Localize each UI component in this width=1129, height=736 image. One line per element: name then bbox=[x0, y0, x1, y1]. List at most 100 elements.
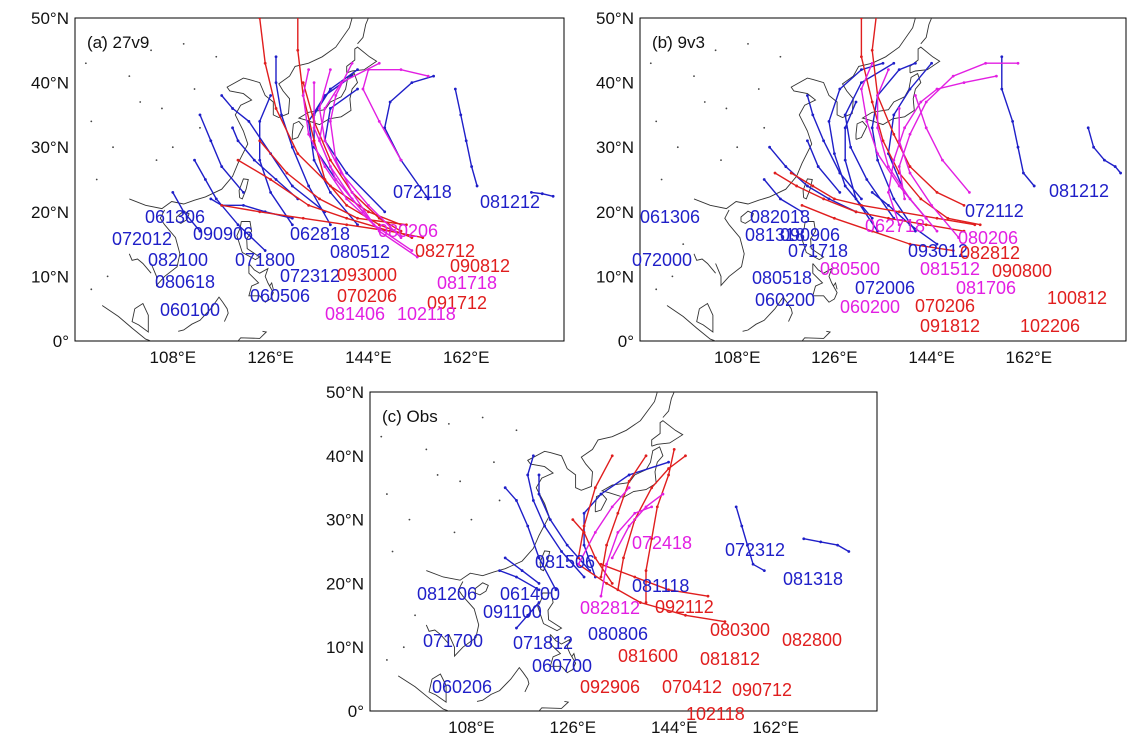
track-point bbox=[537, 601, 541, 604]
coast-dot bbox=[425, 448, 428, 451]
track-point bbox=[887, 216, 890, 220]
track-point bbox=[537, 492, 541, 496]
storm-label: 081212 bbox=[1049, 181, 1109, 201]
x-tick-label: 144°E bbox=[651, 718, 698, 736]
track-point bbox=[616, 530, 620, 534]
storm-label: 081512 bbox=[920, 259, 980, 279]
x-tick-label: 162°E bbox=[752, 718, 799, 736]
storm-label: 061306 bbox=[145, 207, 205, 227]
track-point bbox=[599, 492, 603, 496]
track-point bbox=[802, 537, 806, 541]
storm-label: 090906 bbox=[193, 224, 253, 244]
storm-track-blue bbox=[871, 191, 938, 245]
coast-dot bbox=[714, 49, 717, 52]
coastline bbox=[693, 253, 716, 274]
coast-dot bbox=[150, 49, 152, 52]
coast-dot bbox=[693, 75, 695, 78]
coast-dot bbox=[414, 614, 416, 617]
track-point bbox=[995, 74, 998, 78]
track-point bbox=[935, 216, 939, 220]
coastline bbox=[238, 178, 249, 200]
track-point bbox=[876, 152, 879, 156]
track-point bbox=[209, 139, 213, 143]
track-point bbox=[908, 171, 912, 175]
coastline bbox=[128, 253, 152, 274]
x-tick-label: 126°E bbox=[247, 348, 294, 367]
coastline bbox=[448, 581, 480, 658]
coast-dot bbox=[199, 126, 201, 129]
track-point bbox=[1022, 171, 1025, 175]
track-point bbox=[328, 87, 332, 91]
track-point bbox=[209, 197, 213, 201]
track-point bbox=[838, 171, 842, 175]
track-point bbox=[312, 81, 316, 84]
track-point bbox=[865, 119, 869, 123]
coastline bbox=[740, 210, 754, 224]
storm-label: 081600 bbox=[618, 646, 678, 666]
track-point bbox=[605, 562, 608, 566]
track-point bbox=[610, 505, 614, 509]
coastline bbox=[801, 330, 832, 341]
y-tick-label: 30°N bbox=[31, 138, 69, 157]
track-point bbox=[537, 556, 541, 560]
coast-dot bbox=[161, 107, 163, 110]
storm-label: 072418 bbox=[632, 533, 692, 553]
coastline bbox=[150, 209, 181, 287]
storm-label: 082018 bbox=[750, 207, 810, 227]
storm-label: 071718 bbox=[788, 241, 848, 261]
track-point bbox=[258, 18, 262, 20]
storm-label: 072118 bbox=[393, 182, 452, 202]
coast-dot bbox=[95, 178, 98, 181]
track-point bbox=[554, 588, 558, 592]
track-point bbox=[577, 556, 580, 560]
track-point bbox=[800, 210, 804, 214]
track-point bbox=[978, 223, 982, 227]
coast-dot bbox=[649, 62, 652, 65]
track-point bbox=[935, 229, 939, 233]
track-point bbox=[531, 499, 535, 502]
track-point bbox=[399, 229, 403, 233]
track-point bbox=[459, 113, 463, 117]
coastline bbox=[600, 446, 664, 498]
y-tick-label: 50°N bbox=[31, 9, 69, 28]
track-point bbox=[470, 165, 474, 168]
storm-track-red bbox=[572, 519, 613, 584]
y-tick-label: 20°N bbox=[596, 203, 634, 222]
coastline bbox=[666, 305, 716, 341]
track-point bbox=[870, 229, 874, 233]
track-point bbox=[328, 107, 332, 110]
storm-track-red bbox=[860, 18, 981, 226]
track-point bbox=[593, 556, 597, 560]
track-point bbox=[421, 236, 425, 240]
track-point bbox=[935, 87, 939, 91]
track-point bbox=[328, 165, 332, 168]
storm-label: 090712 bbox=[732, 680, 792, 700]
track-point bbox=[924, 126, 928, 130]
coast-dot bbox=[453, 531, 456, 534]
track-point bbox=[1000, 87, 1004, 91]
track-point bbox=[350, 197, 354, 201]
track-point bbox=[236, 139, 240, 143]
coastline bbox=[236, 221, 261, 261]
storm-label: 081718 bbox=[437, 273, 497, 293]
storm-label: 072006 bbox=[855, 278, 915, 298]
track-point bbox=[356, 68, 359, 72]
coastline bbox=[269, 281, 274, 290]
track-point bbox=[577, 562, 580, 566]
coastline bbox=[425, 624, 450, 645]
track-point bbox=[301, 94, 305, 97]
track-point bbox=[274, 81, 278, 84]
track-point bbox=[405, 223, 408, 227]
track-point bbox=[551, 194, 555, 198]
track-point bbox=[819, 540, 823, 544]
track-point bbox=[887, 203, 890, 207]
map-panel-3: (c) Obs 50°N 40°N 30°N 20°N 10°N 0° 108°E 126°E 1… bbox=[326, 383, 878, 736]
track-point bbox=[627, 486, 631, 490]
map-panel-1: (a) 27v9 50°N 40°N 30°N 20°N 10°N 0° 108°E 126°E… bbox=[31, 9, 565, 367]
coastline bbox=[291, 120, 304, 140]
track-point bbox=[870, 216, 874, 220]
track-point bbox=[816, 165, 820, 168]
track-point bbox=[661, 492, 665, 496]
coast-dot bbox=[90, 120, 93, 123]
track-point bbox=[762, 178, 766, 181]
